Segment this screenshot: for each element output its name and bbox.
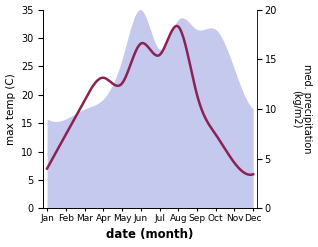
Y-axis label: med. precipitation
(kg/m2): med. precipitation (kg/m2): [291, 64, 313, 154]
X-axis label: date (month): date (month): [107, 228, 194, 242]
Y-axis label: max temp (C): max temp (C): [5, 73, 16, 145]
